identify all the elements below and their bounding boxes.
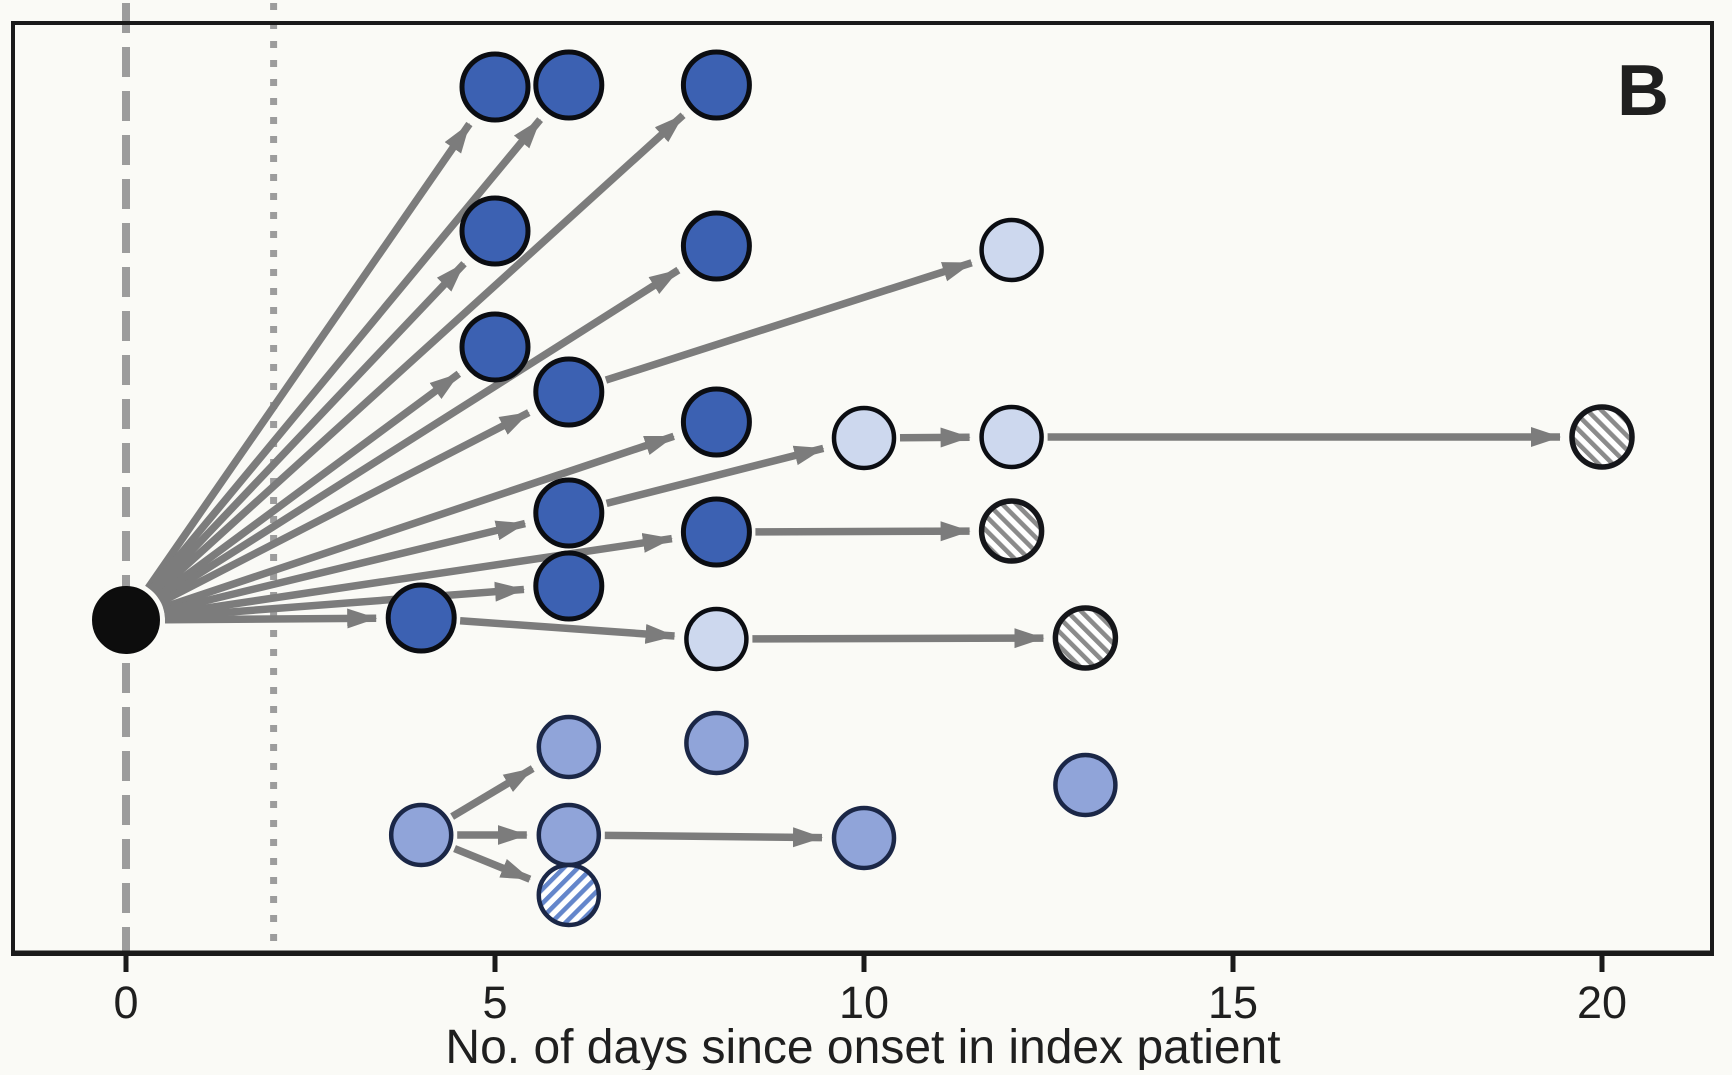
case-node-hatched_gray [1572, 407, 1632, 467]
case-node-dark [683, 389, 749, 455]
case-node-hatched_gray [982, 501, 1042, 561]
case-node-medium [1055, 755, 1115, 815]
case-node-light [982, 407, 1042, 467]
case-node-dark [462, 54, 528, 120]
case-node-medium [539, 805, 599, 865]
transmission-arrow [605, 835, 822, 837]
case-node-dark [462, 198, 528, 264]
case-node-medium [539, 717, 599, 777]
axis-tick-label: 0 [113, 977, 138, 1028]
transmission-arrow [153, 264, 464, 592]
case-node-light [686, 609, 746, 669]
panel-label: B [1617, 51, 1669, 131]
case-node-hatched_gray [1055, 608, 1115, 668]
x-axis-label: No. of days since onset in index patient [445, 1021, 1280, 1070]
transmission-arrow [165, 618, 376, 619]
transmission-arrow [157, 374, 458, 597]
case-node-hatched_blue [539, 865, 599, 925]
case-node-medium [391, 805, 451, 865]
transmission-arrow [452, 769, 533, 817]
case-node-dark [683, 52, 749, 118]
transmission-arrows-layer [148, 115, 1560, 879]
case-node-medium [686, 713, 746, 773]
case-node-dark [388, 585, 454, 651]
axis-tick-label: 20 [1577, 977, 1627, 1028]
transmission-arrow [455, 849, 530, 880]
transmission-arrow [460, 621, 674, 636]
case-node-dark [683, 499, 749, 565]
case-node-dark [536, 359, 602, 425]
case-node-dark [536, 553, 602, 619]
case-node-dark [683, 213, 749, 279]
case-node-dark [462, 314, 528, 380]
case-node-dark [536, 52, 602, 118]
transmission-arrow [752, 638, 1043, 639]
case-node-light [982, 220, 1042, 280]
case-nodes-layer [93, 52, 1632, 925]
case-node-light [834, 408, 894, 468]
guide-lines-layer [126, 3, 274, 951]
case-node-dark [536, 480, 602, 546]
index-patient-node [93, 587, 159, 653]
case-node-medium [834, 808, 894, 868]
transmission-arrow [755, 531, 969, 532]
